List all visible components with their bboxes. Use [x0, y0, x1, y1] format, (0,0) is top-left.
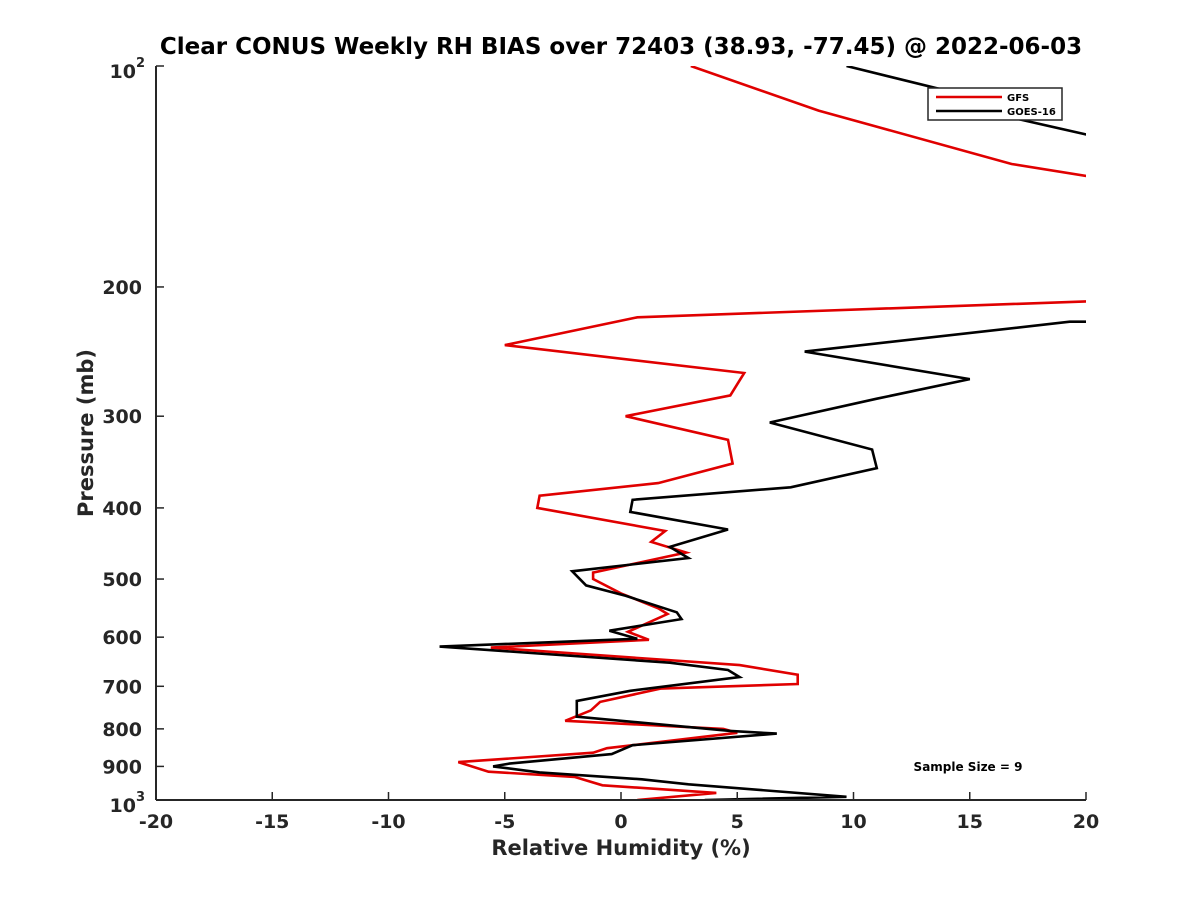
y-tick-label: 200 [102, 277, 142, 299]
y-tick-label: 10 [110, 61, 136, 83]
chart-title: Clear CONUS Weekly RH BIAS over 72403 (3… [160, 34, 1082, 60]
legend-label-goes16: GOES-16 [1007, 107, 1056, 118]
series-layer [439, 66, 1086, 800]
x-tick-label: -10 [371, 811, 405, 833]
x-tick-label: -20 [139, 811, 173, 833]
x-tick-label: -15 [255, 811, 289, 833]
y-tick-exponent: 3 [136, 790, 145, 805]
x-tick-label: 10 [840, 811, 866, 833]
x-axis-ticks: -20 -15 -10 -5 0 5 10 15 20 [139, 792, 1099, 833]
x-tick-label: 15 [957, 811, 983, 833]
y-tick-exponent: 2 [136, 56, 145, 71]
y-tick-label: 400 [102, 498, 142, 520]
y-tick-label: 300 [102, 406, 142, 428]
x-tick-label: 0 [614, 811, 627, 833]
legend-box [927, 87, 1063, 121]
series-line-goes-16 [439, 66, 1086, 800]
y-tick-label: 10 [110, 795, 136, 817]
x-tick-label: 5 [731, 811, 744, 833]
x-tick-label: -5 [494, 811, 515, 833]
y-tick-label: 700 [102, 676, 142, 698]
series-line-gfs [457, 66, 1086, 800]
x-tick-label: 20 [1073, 811, 1099, 833]
y-tick-label: 800 [102, 719, 142, 741]
y-tick-label: 900 [102, 756, 142, 778]
y-tick-label: 600 [102, 627, 142, 649]
y-axis-label: Pressure (mb) [74, 349, 98, 517]
x-axis-label: Relative Humidity (%) [491, 836, 750, 860]
y-tick-label: 500 [102, 569, 142, 591]
legend: GFS GOES-16 [927, 87, 1063, 121]
legend-label-gfs: GFS [1007, 93, 1029, 104]
sample-size-annotation: Sample Size = 9 [914, 760, 1023, 774]
